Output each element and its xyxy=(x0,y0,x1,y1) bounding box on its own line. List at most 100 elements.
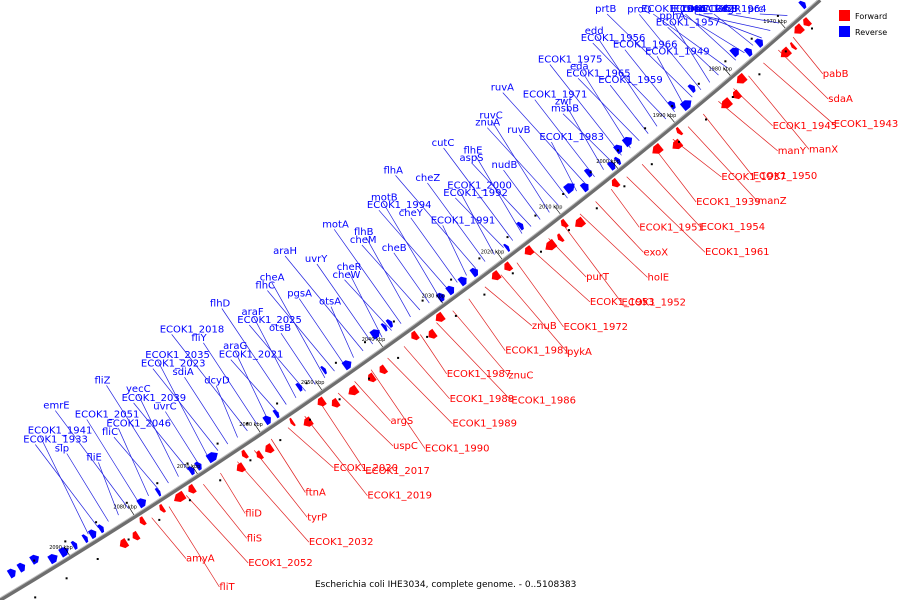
reverse-gene xyxy=(743,47,753,57)
reverse-label-leader xyxy=(551,141,577,192)
reverse-gene xyxy=(435,292,445,303)
reverse-label-leader xyxy=(280,333,316,385)
reverse-label-leader xyxy=(344,279,392,331)
feature-mark xyxy=(65,577,68,580)
forward-gene-label: ECOK1_1943 xyxy=(834,119,899,130)
forward-gene-label: ECOK1_1988 xyxy=(450,394,515,405)
reverse-gene-label: uvrC xyxy=(153,402,176,413)
forward-gene xyxy=(139,516,147,526)
reverse-label-leader xyxy=(656,56,684,105)
scale-tick-label: 1990 kbp xyxy=(653,113,677,119)
reverse-gene-label: ECOK1_2046 xyxy=(106,418,171,429)
reverse-label-leader xyxy=(249,324,306,392)
reverse-gene-label: eda xyxy=(570,62,589,73)
reverse-gene-label: ECOK1_1933 xyxy=(23,435,88,446)
scale-tick-label: 2050 kbp xyxy=(301,380,325,386)
reverse-gene-label: ECOK1_1983 xyxy=(539,132,604,143)
forward-gene-label: ftnA xyxy=(305,488,326,499)
reverse-gene-label: araG xyxy=(223,341,247,352)
gene-features xyxy=(6,0,813,599)
feature-mark xyxy=(478,257,481,260)
legend-forward-label: Forward xyxy=(855,12,887,21)
feature-mark xyxy=(450,278,453,281)
feature-mark xyxy=(506,236,509,239)
reverse-gene-label: sdiA xyxy=(173,367,194,378)
forward-label-leader xyxy=(321,404,366,472)
forward-gene xyxy=(652,143,664,154)
reverse-label-leader xyxy=(378,209,449,290)
reverse-gene-label: flhD xyxy=(210,299,231,310)
reverse-label-leader xyxy=(39,435,89,535)
reverse-gene-label: cheZ xyxy=(415,173,440,184)
reverse-label-leader xyxy=(184,377,229,445)
forward-gene-label: ECOK1_1952 xyxy=(622,298,687,309)
reverse-label-leader xyxy=(86,419,139,503)
reverse-label-leader xyxy=(581,71,631,149)
forward-gene xyxy=(789,42,798,50)
reverse-label-leader xyxy=(106,385,169,484)
forward-gene-label: znuC xyxy=(508,371,533,382)
scale-tick xyxy=(723,67,731,76)
reverse-gene-label: zwf xyxy=(555,97,572,108)
reverse-gene-label: ECOK1_1949 xyxy=(645,46,710,57)
reverse-gene-label: ECOK1_1956 xyxy=(581,33,646,44)
feature-mark xyxy=(617,149,619,152)
forward-gene xyxy=(174,490,187,502)
reverse-gene-label: flhE xyxy=(464,145,483,156)
reverse-gene-label: cheY xyxy=(399,208,424,219)
feature-mark xyxy=(595,207,598,210)
reverse-gene-label: ECOK1_1971 xyxy=(523,90,588,101)
feature-mark xyxy=(697,82,700,85)
forward-label-leader xyxy=(387,357,453,424)
feature-mark xyxy=(534,214,537,217)
forward-gene xyxy=(611,177,621,188)
forward-label-leader xyxy=(452,310,509,376)
reverse-label-leader xyxy=(230,359,277,412)
reverse-gene xyxy=(205,452,218,464)
reverse-label-leader xyxy=(727,13,779,24)
forward-gene xyxy=(241,449,249,459)
reverse-gene xyxy=(70,540,78,550)
reverse-gene xyxy=(679,100,692,112)
reverse-label-leader xyxy=(442,225,467,276)
forward-label-leader xyxy=(403,346,450,400)
forward-label-leader xyxy=(354,381,391,422)
forward-gene-label: sdaA xyxy=(828,94,853,105)
reverse-label-leader xyxy=(395,175,477,269)
reverse-gene xyxy=(194,461,202,471)
reverse-gene xyxy=(613,156,622,166)
scale-tick xyxy=(667,114,675,123)
reverse-gene-label: ECOK1_2023 xyxy=(141,359,206,370)
reverse-gene-label: cspC xyxy=(683,4,707,15)
reverse-label-leader xyxy=(562,113,613,163)
reverse-label-leader xyxy=(596,36,658,127)
reverse-gene-label: dcyD xyxy=(204,376,230,387)
forward-gene-label: ECOK1_2032 xyxy=(309,537,374,548)
reverse-gene-label: ECOK1_2000 xyxy=(447,180,512,191)
feature-mark xyxy=(705,118,707,121)
scale-tick xyxy=(436,294,443,304)
legend-forward-swatch xyxy=(839,10,850,21)
forward-gene-label: manY xyxy=(778,146,807,157)
feature-mark xyxy=(776,14,779,17)
reverse-gene-label: ECOK1_1966 xyxy=(613,40,678,51)
reverse-label-leader xyxy=(382,202,439,297)
reverse-gene-label: aspS xyxy=(460,153,484,164)
forward-gene xyxy=(265,443,275,454)
reverse-gene xyxy=(136,498,147,509)
reverse-label-leader xyxy=(475,155,523,234)
reverse-label-leader xyxy=(566,106,604,170)
scale-tick-label: 2010 kbp xyxy=(539,205,563,211)
reverse-gene-label: ECOK1_2039 xyxy=(122,393,187,404)
reverse-label-leader xyxy=(361,244,421,311)
reverse-gene-label: kdgR xyxy=(716,4,741,15)
feature-mark xyxy=(64,540,67,543)
reverse-label-leader xyxy=(271,282,326,378)
forward-gene xyxy=(435,311,446,322)
forward-gene xyxy=(428,328,438,339)
reverse-gene xyxy=(385,319,393,328)
forward-label-leader xyxy=(792,36,824,75)
reverse-label-leader xyxy=(267,290,335,372)
scale-tick xyxy=(376,338,383,347)
reverse-gene xyxy=(469,267,478,278)
